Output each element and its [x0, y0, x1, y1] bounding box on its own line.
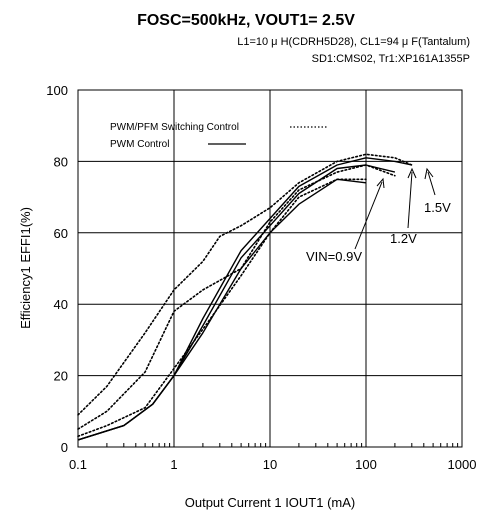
y-tick-label: 60 [54, 226, 68, 241]
y-tick-label: 40 [54, 297, 68, 312]
x-tick-label: 1 [170, 457, 177, 472]
series-line-dotted-1-5V [77, 153, 413, 416]
legend-label-pwm: PWM Control [110, 139, 169, 150]
annotation-vin-0-9v: VIN=0.9V [306, 249, 362, 264]
annotation-arrowhead-1-2v [407, 167, 417, 179]
annotation-arrow-1-5v [427, 171, 436, 196]
annotations: VIN=0.9V 1.2V 1.5V [306, 167, 451, 264]
x-tick-labels: 0.1 1 10 100 1000 [69, 457, 477, 472]
annotation-arrow-1-2v [407, 171, 413, 229]
chart-subtitle-line-2: SD1:CMS02, Tr1:XP161A1355P [312, 53, 470, 65]
y-axis-label: Efficiency1 EFFI1(%) [18, 207, 33, 329]
chart-subtitle-line-1: L1=10 μ H(CDRH5D28), CL1=94 μ F(Tantalum… [237, 36, 470, 48]
y-tick-label: 20 [54, 369, 68, 384]
annotation-arrow-0-9v [354, 181, 383, 250]
series-line-solid-1-5V [77, 157, 412, 441]
y-tick-labels: 0 20 40 60 80 100 [46, 83, 68, 455]
y-tick-label: 100 [46, 83, 68, 98]
annotation-1-2v: 1.2V [390, 231, 417, 246]
series-line-dotted-0-9V [77, 178, 367, 438]
grid [77, 89, 463, 448]
annotation-arrowhead-0-9v [376, 177, 385, 189]
x-axis-label: Output Current 1 IOUT1 (mA) [185, 495, 356, 510]
legend-label-pwm-pfm: PWM/PFM Switching Control [110, 122, 239, 133]
x-tick-label: 100 [355, 457, 377, 472]
y-tick-label: 80 [54, 154, 68, 169]
series-line-solid-0-9V [77, 178, 367, 441]
annotation-arrowhead-1-5v [424, 167, 434, 180]
series-layer [77, 153, 413, 441]
x-tick-label: 10 [263, 457, 277, 472]
series-line-solid-1-2V [77, 164, 396, 441]
chart-title: FOSC=500kHz, VOUT1= 2.5V [137, 12, 355, 29]
annotation-1-5v: 1.5V [424, 200, 451, 215]
y-tick-label: 0 [61, 440, 68, 455]
x-tick-label: 0.1 [69, 457, 87, 472]
x-tick-label: 1000 [448, 457, 477, 472]
series-line-dotted-1-2V [77, 164, 396, 430]
legend: PWM/PFM Switching Control PWM Control [110, 122, 328, 150]
